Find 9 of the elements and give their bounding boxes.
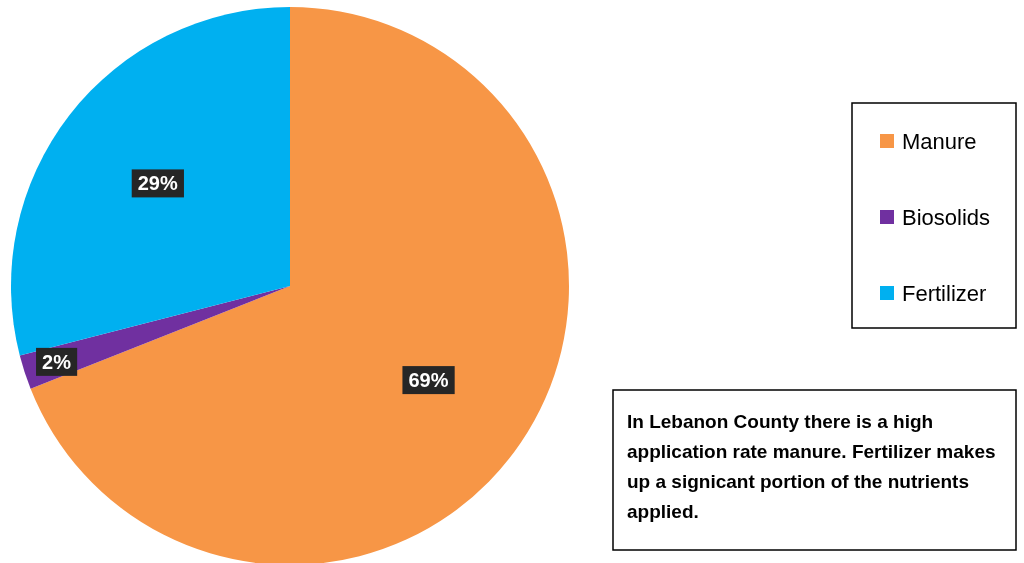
data-label: 2% bbox=[42, 350, 72, 373]
data-label: 29% bbox=[137, 172, 178, 195]
legend-label: Biosolids bbox=[902, 204, 991, 230]
pie-slice bbox=[11, 7, 290, 356]
pie-slice bbox=[30, 7, 569, 563]
text: In Lebanon County there is a high application rate manure. Fertilizer makes up a signicant portion of the nutrients applied. bbox=[627, 411, 996, 522]
legend-label: Fertilizer bbox=[902, 280, 987, 306]
legend-label: Manure bbox=[902, 128, 977, 154]
data-label: 69% bbox=[408, 369, 449, 392]
